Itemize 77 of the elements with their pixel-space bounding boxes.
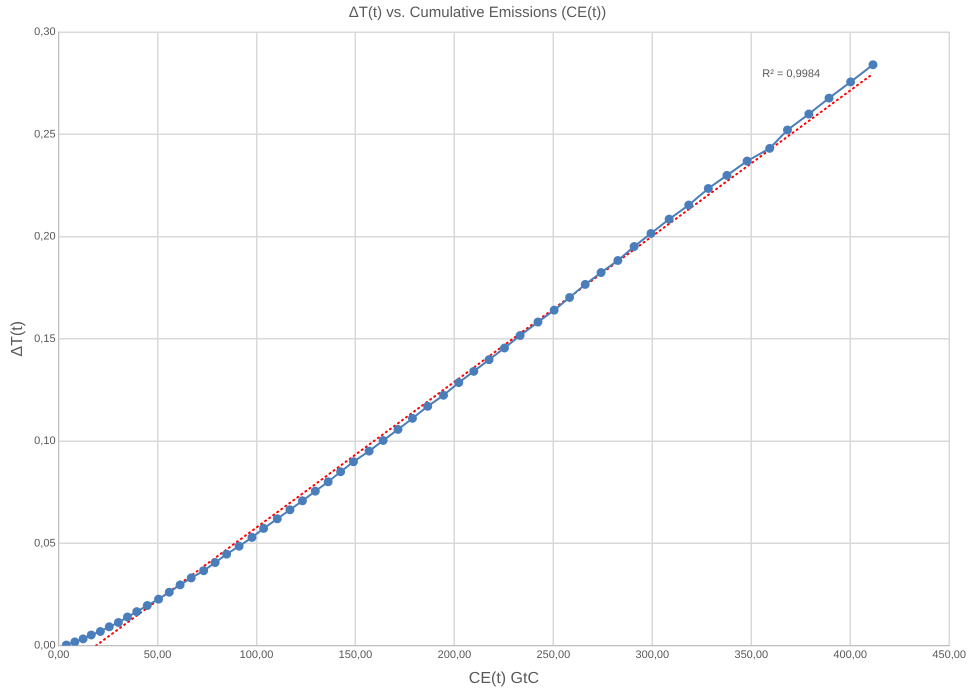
point bbox=[565, 292, 574, 302]
point bbox=[78, 634, 88, 644]
point bbox=[484, 355, 494, 364]
x-tick-label: 350,00 bbox=[734, 649, 768, 662]
point bbox=[704, 184, 713, 193]
x-axis-title: CE(t) GtC bbox=[468, 670, 540, 687]
point bbox=[310, 486, 320, 496]
y-tick-label: 0,30 bbox=[34, 26, 56, 38]
point bbox=[122, 612, 132, 622]
point bbox=[154, 594, 164, 604]
point bbox=[469, 366, 478, 376]
point bbox=[646, 228, 656, 238]
point bbox=[210, 558, 220, 568]
x-tick-label: 400,00 bbox=[833, 649, 868, 662]
point bbox=[259, 524, 268, 533]
point bbox=[804, 110, 814, 119]
x-tick-label: 50,00 bbox=[144, 649, 172, 662]
point bbox=[423, 402, 432, 411]
point bbox=[132, 607, 142, 616]
point bbox=[664, 214, 674, 224]
point bbox=[516, 331, 525, 340]
point bbox=[186, 573, 196, 582]
y-tick-label: 0,10 bbox=[34, 435, 56, 448]
x-tick-label: 200,00 bbox=[438, 649, 472, 662]
point bbox=[104, 622, 114, 632]
point bbox=[580, 280, 590, 289]
x-tick-label: 100,00 bbox=[240, 649, 274, 662]
y-tick-label: 0,25 bbox=[34, 128, 56, 140]
point bbox=[70, 637, 80, 646]
point bbox=[96, 626, 105, 636]
point bbox=[234, 542, 244, 551]
x-tick-label: 300,00 bbox=[635, 649, 670, 662]
y-axis-title: ΔT(t) bbox=[9, 321, 26, 357]
point bbox=[454, 378, 464, 388]
point bbox=[199, 566, 208, 576]
y-tick-label: 0,20 bbox=[34, 230, 56, 243]
point bbox=[824, 94, 834, 103]
x-tick-label: 150,00 bbox=[338, 649, 372, 662]
annotation: R² = 0,9984 bbox=[762, 68, 820, 80]
point bbox=[439, 390, 448, 400]
point bbox=[500, 344, 509, 353]
point bbox=[176, 580, 185, 590]
point bbox=[247, 532, 256, 542]
chart-title: ΔT(t) vs. Cumulative Emissions (CE(t)) bbox=[348, 4, 606, 22]
y-tick-label: 0,05 bbox=[34, 537, 56, 550]
point bbox=[613, 256, 622, 265]
point bbox=[550, 306, 559, 315]
point bbox=[722, 170, 732, 180]
point bbox=[142, 601, 152, 610]
point bbox=[164, 588, 174, 597]
point bbox=[272, 514, 282, 524]
point bbox=[285, 505, 294, 514]
point bbox=[364, 446, 374, 456]
point bbox=[394, 424, 403, 434]
point bbox=[684, 200, 694, 210]
x-tick-label: 250,00 bbox=[536, 649, 570, 662]
point bbox=[408, 414, 417, 423]
x-tick-label: 450,00 bbox=[932, 649, 966, 662]
point bbox=[298, 496, 307, 506]
point bbox=[378, 436, 388, 445]
point bbox=[222, 550, 232, 559]
point bbox=[336, 467, 346, 476]
y-tick-label: 0,00 bbox=[34, 640, 56, 652]
point bbox=[324, 477, 333, 486]
point bbox=[782, 125, 792, 134]
point bbox=[114, 618, 123, 627]
point bbox=[742, 156, 752, 166]
point bbox=[630, 242, 639, 252]
point bbox=[596, 268, 606, 278]
point bbox=[348, 457, 358, 466]
point bbox=[533, 318, 542, 327]
point bbox=[765, 144, 774, 153]
point bbox=[86, 630, 96, 640]
y-tick-label: 0,15 bbox=[34, 332, 56, 345]
x-tick-label: 0,00 bbox=[48, 649, 70, 662]
point bbox=[868, 60, 878, 70]
point bbox=[846, 77, 856, 86]
